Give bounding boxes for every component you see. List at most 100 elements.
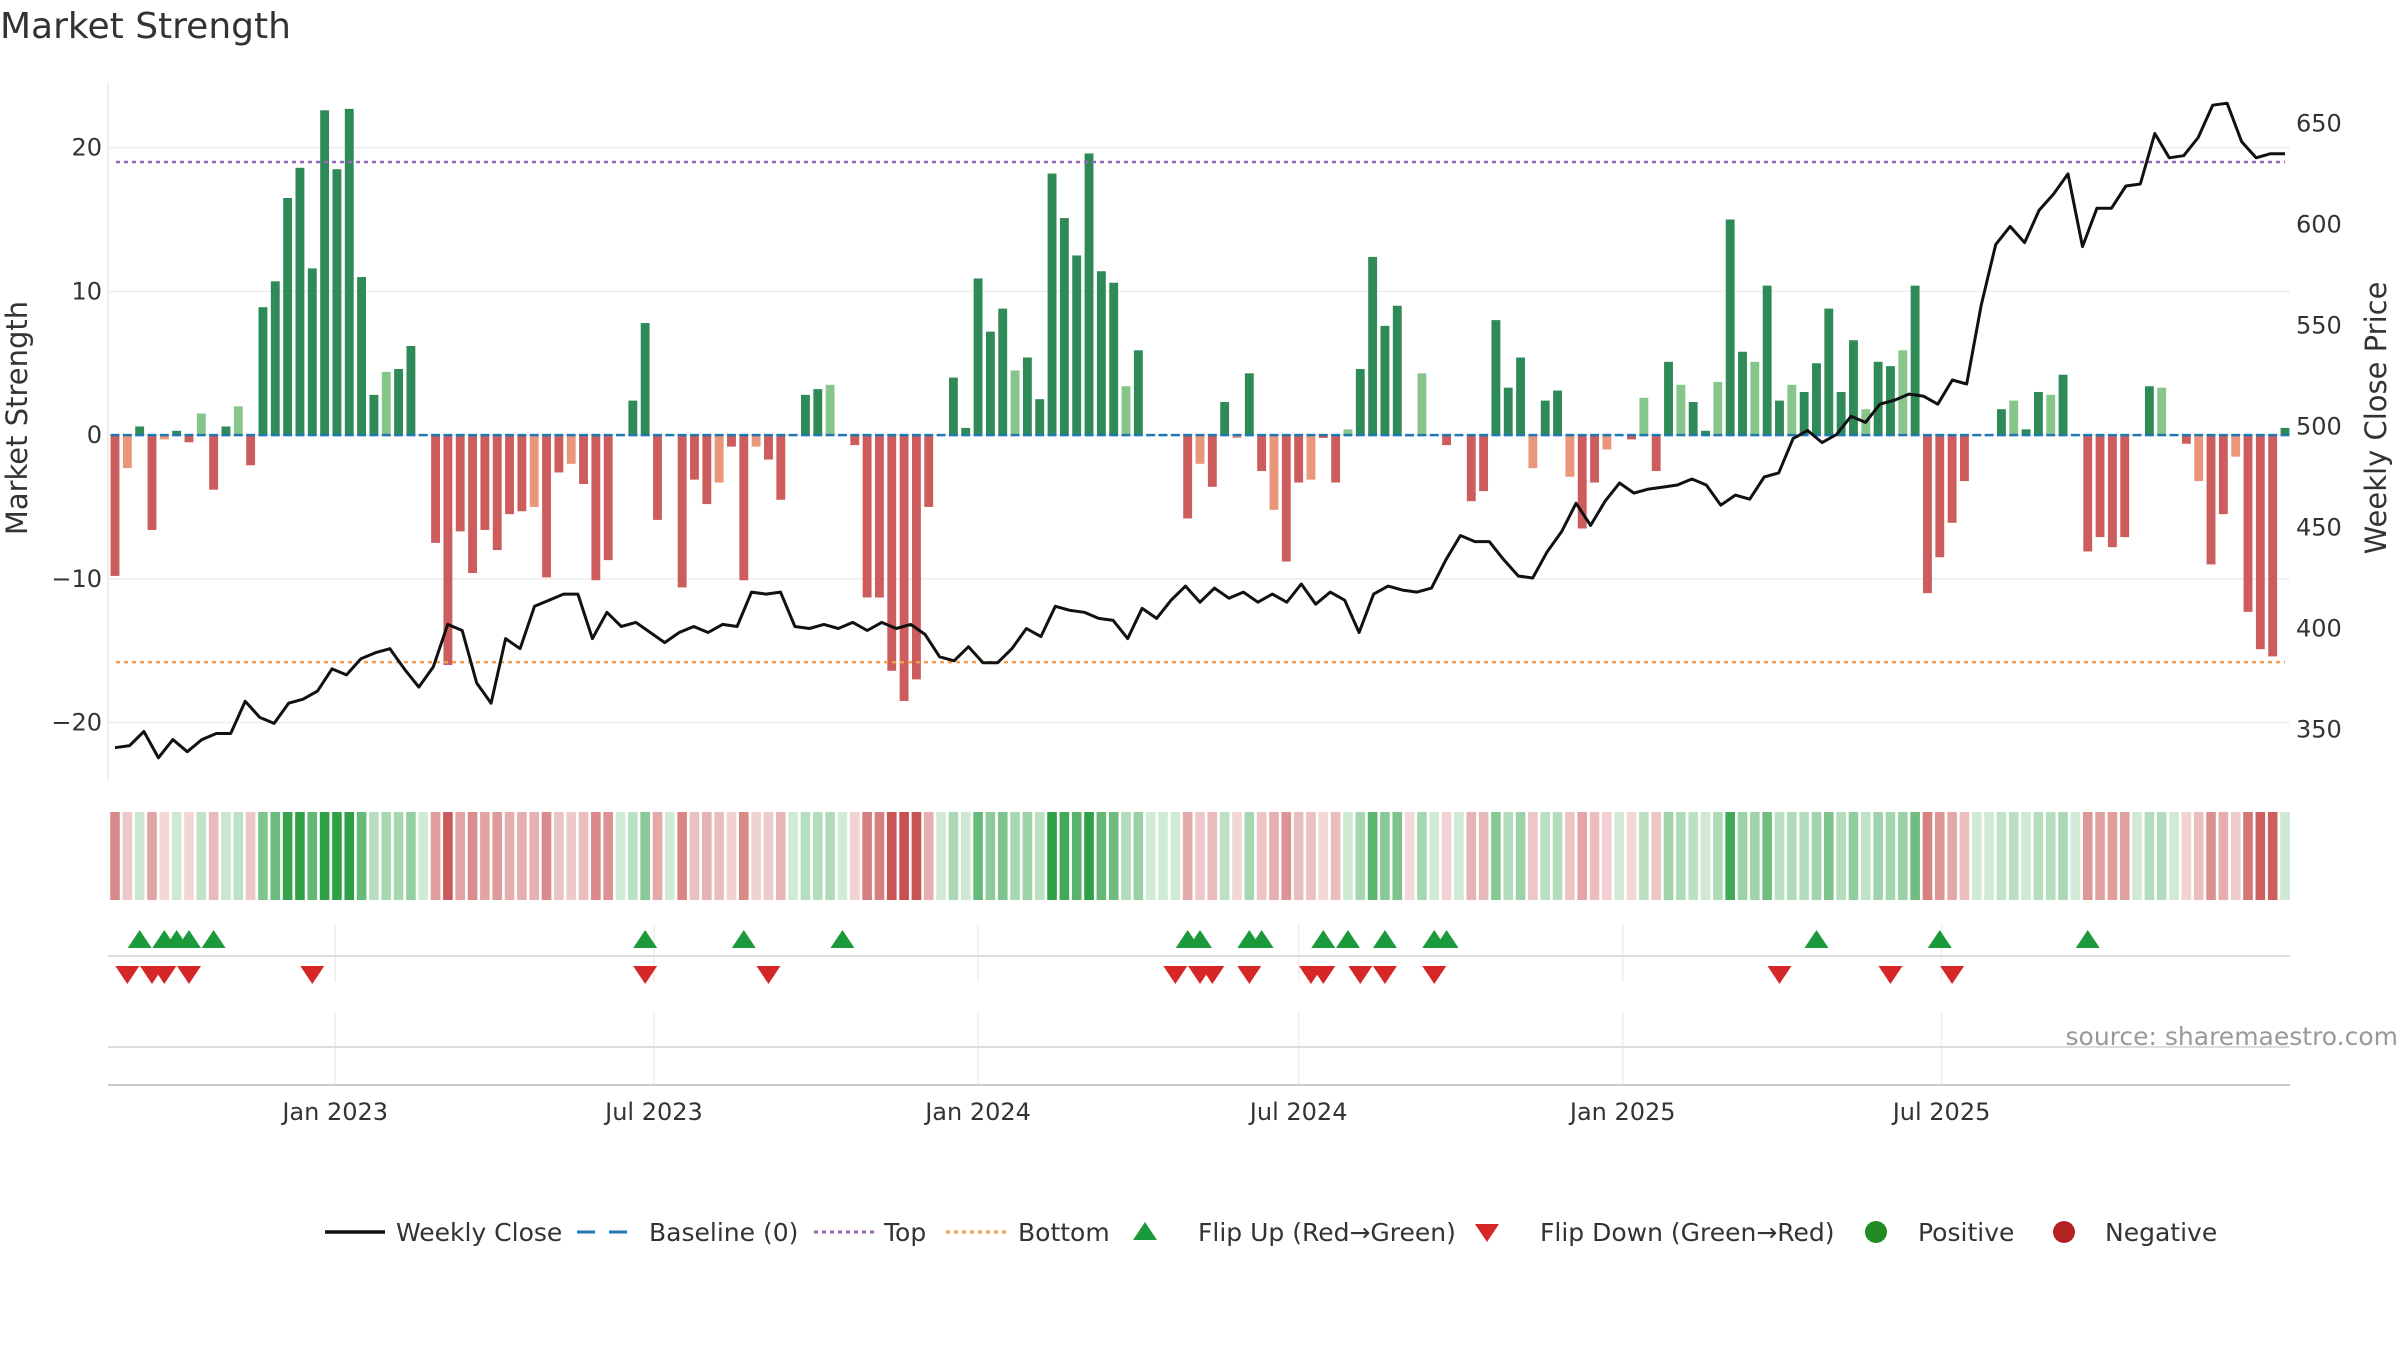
y2-tick-label: 450 — [2296, 513, 2342, 541]
heat-cell — [282, 812, 293, 900]
heat-cell — [2156, 812, 2167, 900]
strength-bar — [1294, 435, 1304, 483]
heat-cell — [1639, 812, 1649, 900]
heat-cell — [1676, 812, 1686, 900]
strength-bar — [751, 435, 761, 447]
heat-cell — [911, 812, 922, 900]
heat-cell — [504, 812, 515, 900]
heat-cell — [1910, 812, 1920, 900]
strength-bar — [307, 268, 317, 436]
heat-cell — [233, 812, 244, 900]
heat-cell — [196, 812, 207, 900]
heat-cell — [2070, 812, 2081, 900]
y-tick-label: −10 — [51, 565, 102, 593]
heat-cell — [2021, 812, 2031, 900]
heat-cell — [689, 812, 700, 900]
heat-cell — [1207, 812, 1218, 900]
legend-label: Bottom — [1018, 1218, 1110, 1247]
strength-bar — [1602, 435, 1612, 450]
strength-bar — [998, 308, 1008, 436]
strength-bar — [221, 426, 231, 436]
heat-cell — [578, 812, 589, 900]
heat-cell — [775, 812, 786, 900]
heat-cell — [2119, 812, 2130, 900]
flip-up-marker — [1372, 930, 1397, 948]
y2-tick-label: 350 — [2296, 715, 2342, 743]
heat-cell — [480, 812, 490, 900]
heat-cell — [529, 812, 540, 900]
strength-bar — [1257, 435, 1267, 472]
heat-cell — [1626, 812, 1637, 900]
strength-bar — [1627, 435, 1636, 440]
flip-up-marker — [127, 930, 152, 948]
chart-title: Market Strength — [0, 6, 291, 47]
source-label: source: sharemaestro.com — [2066, 1022, 2399, 1051]
heat-cell — [960, 812, 971, 900]
heat-cell — [1380, 812, 1390, 900]
price-line-layer — [114, 101, 2285, 760]
heat-cell — [800, 812, 811, 900]
strength-bar — [332, 169, 342, 436]
strength-bar — [1688, 402, 1698, 436]
heat-cell — [1589, 812, 1600, 900]
strength-bar — [2083, 435, 2093, 552]
heat-cell — [825, 812, 835, 900]
heat-cell — [1984, 812, 1994, 900]
strength-bar — [1910, 285, 1920, 436]
strength-bar — [1738, 351, 1747, 436]
strength-bar — [270, 281, 280, 436]
heat-cell — [2058, 812, 2068, 900]
heat-cell — [430, 812, 441, 900]
strength-bar — [159, 435, 169, 440]
legend-label: Weekly Close — [396, 1218, 562, 1247]
strength-bar — [1947, 435, 1957, 523]
strength-bar — [1109, 282, 1119, 436]
heat-cell — [171, 812, 182, 900]
strength-bar — [1281, 435, 1291, 562]
strength-bar — [1195, 435, 1205, 464]
strength-bar — [1577, 435, 1587, 529]
heat-cell — [344, 812, 355, 900]
heat-cell — [134, 812, 145, 900]
heat-cell — [1614, 812, 1625, 900]
strength-bar — [1220, 402, 1230, 436]
strength-bar — [2231, 435, 2241, 457]
flip-down-marker — [176, 966, 201, 984]
strength-bar — [1417, 373, 1427, 436]
flip-down-marker — [633, 966, 658, 984]
heat-cell — [1552, 812, 1563, 900]
legend-label: Baseline (0) — [649, 1218, 798, 1247]
strength-bar — [1725, 219, 1735, 436]
strength-bar — [640, 322, 650, 436]
heat-cell — [1145, 812, 1156, 900]
strength-bar — [714, 435, 724, 483]
strength-bar — [776, 435, 786, 500]
legend-label: Flip Down (Green→Red) — [1540, 1218, 1835, 1247]
heat-cell — [1565, 812, 1575, 900]
x-tick-label: Jul 2025 — [1891, 1098, 1991, 1126]
heat-cell — [517, 812, 527, 900]
strength-bar — [1244, 373, 1254, 436]
flip-down-marker — [1200, 966, 1225, 984]
left-axis-ticks: 20 10 0 −10 −20 — [51, 134, 102, 737]
strength-bar — [911, 435, 921, 680]
strength-bar — [283, 197, 293, 436]
y2-tick-label: 550 — [2296, 311, 2342, 339]
flip-up-marker — [1188, 930, 1212, 948]
strength-bar — [135, 426, 145, 436]
strength-bar — [196, 413, 206, 436]
strength-bar — [862, 435, 872, 598]
strength-bar — [344, 108, 354, 436]
strength-bar — [455, 435, 465, 532]
heat-cell — [184, 812, 194, 900]
flip-up-marker — [1804, 930, 1829, 948]
y-tick-label: −20 — [51, 709, 102, 737]
heat-cell — [788, 812, 798, 900]
right-axis-ticks: 650 600 550 500 450 400 350 — [2296, 109, 2342, 743]
heat-cell — [1577, 812, 1588, 900]
heat-cell — [763, 812, 774, 900]
heat-cell — [2255, 812, 2266, 900]
strength-bar — [1318, 435, 1328, 438]
heat-cell — [2008, 812, 2019, 900]
